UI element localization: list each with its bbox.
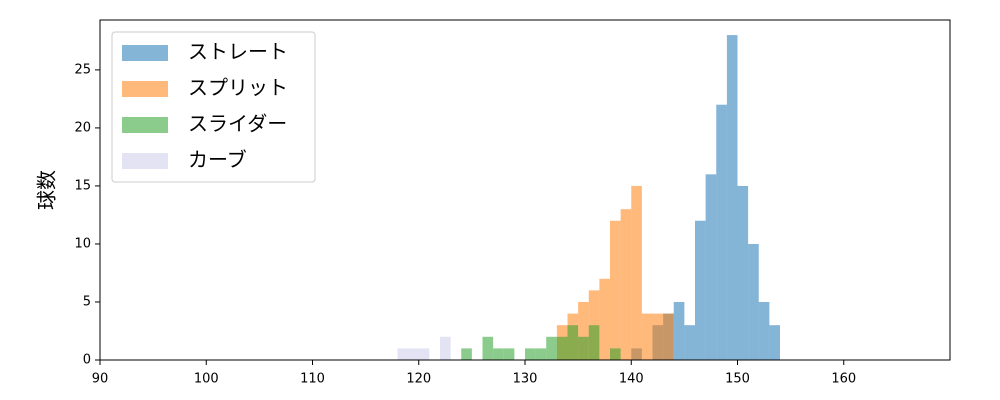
bar <box>610 348 621 360</box>
bar <box>493 348 504 360</box>
bar <box>546 336 557 360</box>
bar <box>695 220 706 360</box>
y-tick-label: 25 <box>74 62 91 77</box>
x-tick-label: 160 <box>831 372 856 387</box>
x-tick-label: 140 <box>619 372 644 387</box>
legend-label: スプリット <box>188 76 288 100</box>
bar <box>578 301 589 360</box>
bar <box>673 301 685 360</box>
bar <box>641 313 653 360</box>
bar <box>610 220 621 360</box>
bar <box>418 348 430 360</box>
x-tick-label: 120 <box>406 372 431 387</box>
bar <box>748 243 759 360</box>
bar <box>758 301 770 360</box>
legend-label: スライダー <box>188 112 287 136</box>
legend-frame <box>111 31 316 183</box>
bar <box>631 185 642 360</box>
bar <box>556 336 568 360</box>
y-tick-label: 20 <box>74 120 91 135</box>
bar <box>408 348 419 360</box>
y-tick-label: 0 <box>83 353 91 368</box>
bar <box>684 325 695 360</box>
bar <box>620 209 632 360</box>
legend-swatch <box>122 45 168 61</box>
bar <box>482 336 494 360</box>
y-tick-label: 5 <box>83 294 91 309</box>
bar <box>726 35 738 360</box>
y-tick-label: 10 <box>74 236 91 251</box>
y-axis-label: 球数 <box>35 170 59 210</box>
bar <box>503 348 515 360</box>
y-tick-label: 15 <box>74 178 91 193</box>
bar <box>737 185 749 360</box>
bar <box>599 278 610 360</box>
x-tick-label: 150 <box>725 372 750 387</box>
bar <box>440 336 451 360</box>
x-tick-label: 90 <box>92 372 109 387</box>
bar <box>461 348 472 360</box>
bar <box>567 325 579 360</box>
legend-label: カーブ <box>188 148 247 172</box>
bar <box>769 325 780 360</box>
legend-swatch <box>122 153 168 169</box>
x-tick-label: 110 <box>300 372 325 387</box>
x-tick-label: 100 <box>194 372 219 387</box>
bar <box>578 336 589 360</box>
x-tick-label: 130 <box>513 372 538 387</box>
legend-swatch <box>122 117 168 133</box>
bar <box>705 174 717 360</box>
bar <box>588 325 600 360</box>
bar <box>716 104 727 360</box>
bar <box>397 348 409 360</box>
bar <box>525 348 536 360</box>
bar <box>652 313 664 360</box>
bar <box>663 313 674 360</box>
bar <box>535 348 547 360</box>
legend-label: ストレート <box>188 40 288 64</box>
legend-swatch <box>122 81 168 97</box>
